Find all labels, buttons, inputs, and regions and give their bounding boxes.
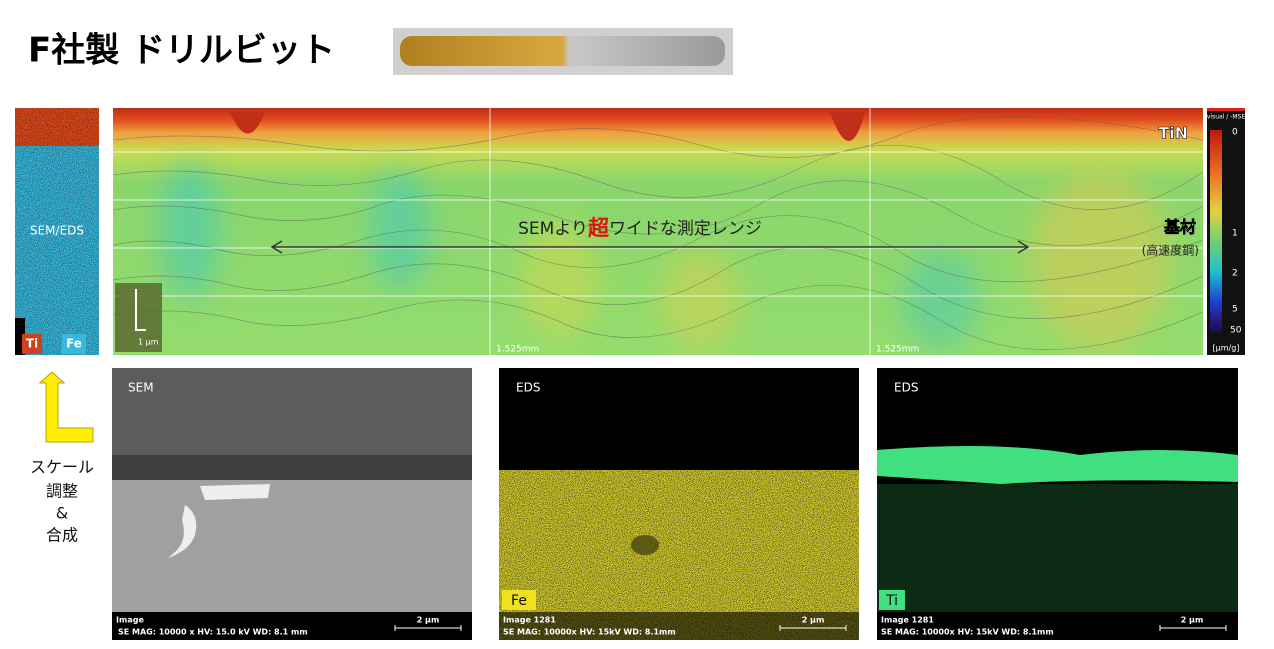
headline: SEMより超ワイドな測定レンジ [518, 216, 762, 240]
element-label: Ti [885, 593, 898, 609]
headline-part: SEMより [518, 219, 588, 239]
range-arrow [270, 240, 1030, 254]
note: スケール 調整 & 合成 [30, 458, 94, 545]
eds-label: SEM/EDS [30, 224, 84, 238]
colorbar-top [1207, 108, 1245, 111]
sem-feature [168, 484, 270, 558]
x-label: 1.525mm [496, 345, 539, 355]
scale-label: 1 μm [138, 338, 159, 347]
substrate-note: (高速度鋼) [1142, 243, 1199, 258]
colorbar-tick: 2 [1232, 269, 1238, 279]
colorbar-ticks: 0 1 2 5 50 [1230, 128, 1242, 336]
drill-photo [400, 36, 725, 66]
legend-label: Fe [66, 337, 82, 351]
eds-ti-layer [877, 446, 1238, 484]
element-box [502, 590, 536, 610]
sem-interface [112, 455, 472, 480]
substrate-label: 基材 [1163, 218, 1196, 237]
sem-coating [112, 368, 472, 460]
caption-bar [112, 612, 472, 640]
legend-label: Ti [26, 337, 38, 351]
colorbar-unit: [μm/g] [1213, 344, 1240, 353]
caption-meta: SE MAG: 10000 x HV: 15.0 kV WD: 8.1 mm [118, 628, 308, 637]
panel-title: EDS [894, 381, 918, 395]
note-line: スケール [30, 458, 94, 477]
colorbar-tick: 0 [1232, 128, 1238, 138]
legend-box [22, 334, 42, 354]
depth-map [113, 108, 1203, 355]
x-label: 1.525mm [876, 345, 919, 355]
caption-meta: SE MAG: 10000x HV: 15kV WD: 8.1mm [881, 628, 1054, 637]
element-label: Fe [511, 593, 527, 609]
captions: Image SE MAG: 10000 x HV: 15.0 kV WD: 8.… [112, 612, 1238, 640]
contours [113, 116, 1203, 350]
scale-bar [1159, 625, 1227, 631]
scale-bar [394, 625, 462, 631]
colorbar-tick: 5 [1232, 305, 1238, 315]
compose-arrow [38, 371, 94, 443]
caption: Image 1281 [881, 616, 934, 625]
scale-bar [135, 289, 146, 331]
scale-bar [779, 625, 847, 631]
scale-label: 2 μm [417, 616, 440, 625]
colorbar-title: visual / -MSE [1207, 114, 1245, 121]
eds-noise [15, 108, 99, 355]
caption-bar [499, 612, 859, 640]
layer-label: TiN [1158, 124, 1188, 143]
grid-lines [113, 108, 1203, 355]
scale-label: 2 μm [1181, 616, 1204, 625]
note-line: 合成 [46, 526, 78, 545]
scale-label: 2 μm [802, 616, 825, 625]
note-line: 調整 [46, 482, 78, 501]
caption: Image [116, 616, 144, 625]
eds-corner [15, 318, 25, 355]
element-box [879, 590, 905, 610]
legend-box [62, 334, 86, 354]
headline-part: ワイドな測定レンジ [609, 219, 762, 239]
caption-bar [877, 612, 1238, 640]
caption: Image 1281 [503, 616, 556, 625]
caption-meta: SE MAG: 10000x HV: 15kV WD: 8.1mm [503, 628, 676, 637]
title: F社製 ドリルビット [28, 31, 335, 71]
scale-box [115, 283, 162, 352]
eds-fe-noise [499, 470, 859, 640]
colorbar [1210, 130, 1222, 332]
eds-fe-spot [631, 535, 659, 555]
colorbar-tick: 50 [1230, 326, 1242, 336]
headline-emphasis: 超 [588, 216, 610, 240]
note-line: & [56, 504, 68, 523]
map-variation [160, 160, 1170, 350]
colorbar-tick: 1 [1232, 229, 1238, 239]
panel-title: EDS [516, 381, 540, 395]
panel-title: SEM [128, 381, 154, 395]
